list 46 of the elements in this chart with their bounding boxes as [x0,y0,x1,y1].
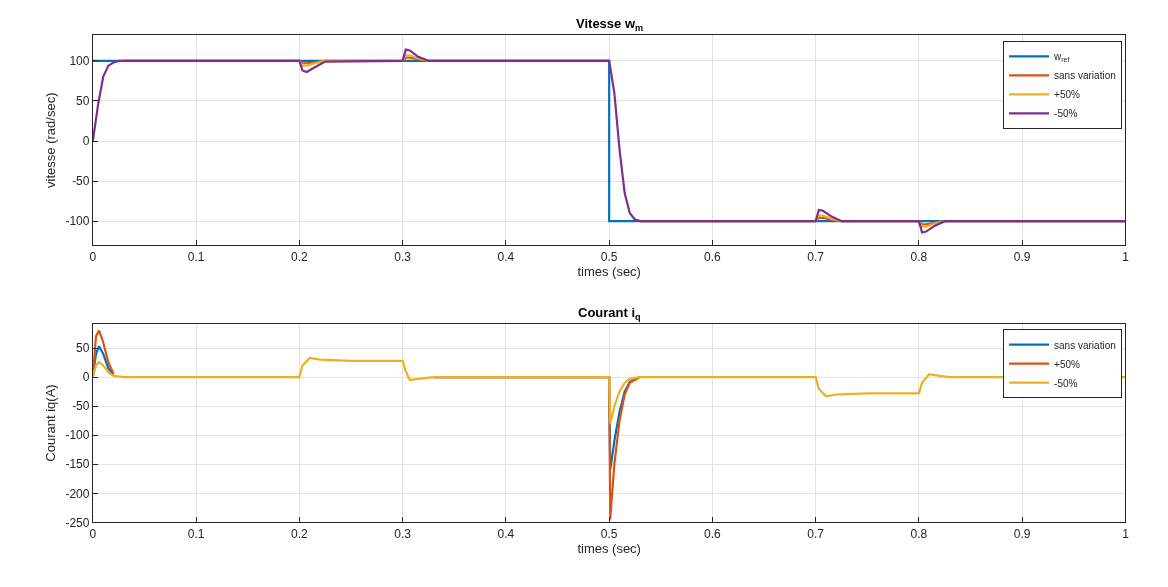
x-tick-label: 0.9 [1013,249,1031,264]
y-axis-title: vitesse (rad/sec) [43,92,59,188]
x-tick-label: 0.9 [1013,526,1031,541]
legend-label: w$_{ref}$ [1053,51,1070,64]
y-tick-label: -200 [65,486,90,501]
x-tick-label: 1 [1122,249,1130,264]
x-tick-label: 0.2 [291,526,309,541]
y-tick-label: 0 [82,370,90,385]
x-tick-label: 0.3 [394,526,412,541]
x-tick-label: 0.5 [600,526,618,541]
x-tick-label: 0.4 [497,249,515,264]
x-tick-label: 0.1 [187,249,205,264]
legend-label: -50% [1054,108,1078,120]
x-tick-label: 1 [1122,526,1130,541]
x-tick-label: 0.5 [600,249,618,264]
y-tick-label: 100 [69,54,90,69]
y-axis-title: Courant iq(A) [43,384,59,462]
chart-title: Courant i$_{q}$ [578,305,641,322]
legend-label: sans variation [1054,70,1116,82]
x-tick-label: 0.4 [497,526,515,541]
x-axis-title: times (sec) [577,541,641,557]
x-tick-label: 0.8 [910,526,928,541]
x-tick-label: 0.2 [291,249,309,264]
y-tick-label: -50 [72,399,90,414]
x-tick-label: 0.6 [704,249,722,264]
y-tick-label: 50 [76,94,90,109]
x-axis-title: times (sec) [577,264,641,280]
x-tick-label: 0.7 [807,526,825,541]
y-tick-label: -250 [65,515,90,530]
legend-label: sans variation [1054,339,1116,351]
x-tick-label: 0.7 [807,249,825,264]
legend-label: -50% [1054,377,1078,389]
legend-label: +50% [1054,358,1081,370]
x-tick-label: 0.6 [704,526,722,541]
y-tick-label: -100 [65,214,90,229]
y-tick-label: -100 [65,428,90,443]
y-tick-label: -50 [72,174,90,189]
y-tick-label: -150 [65,457,90,472]
y-tick-label: 0 [82,134,90,149]
x-tick-label: 0.3 [394,249,412,264]
y-tick-label: 50 [76,341,90,356]
chart-title: Vitesse w$_{m}$ [576,16,644,33]
x-tick-label: 0.1 [187,526,205,541]
x-tick-label: 0.8 [910,249,928,264]
legend-label: +50% [1054,89,1081,101]
line-series [92,356,1126,425]
